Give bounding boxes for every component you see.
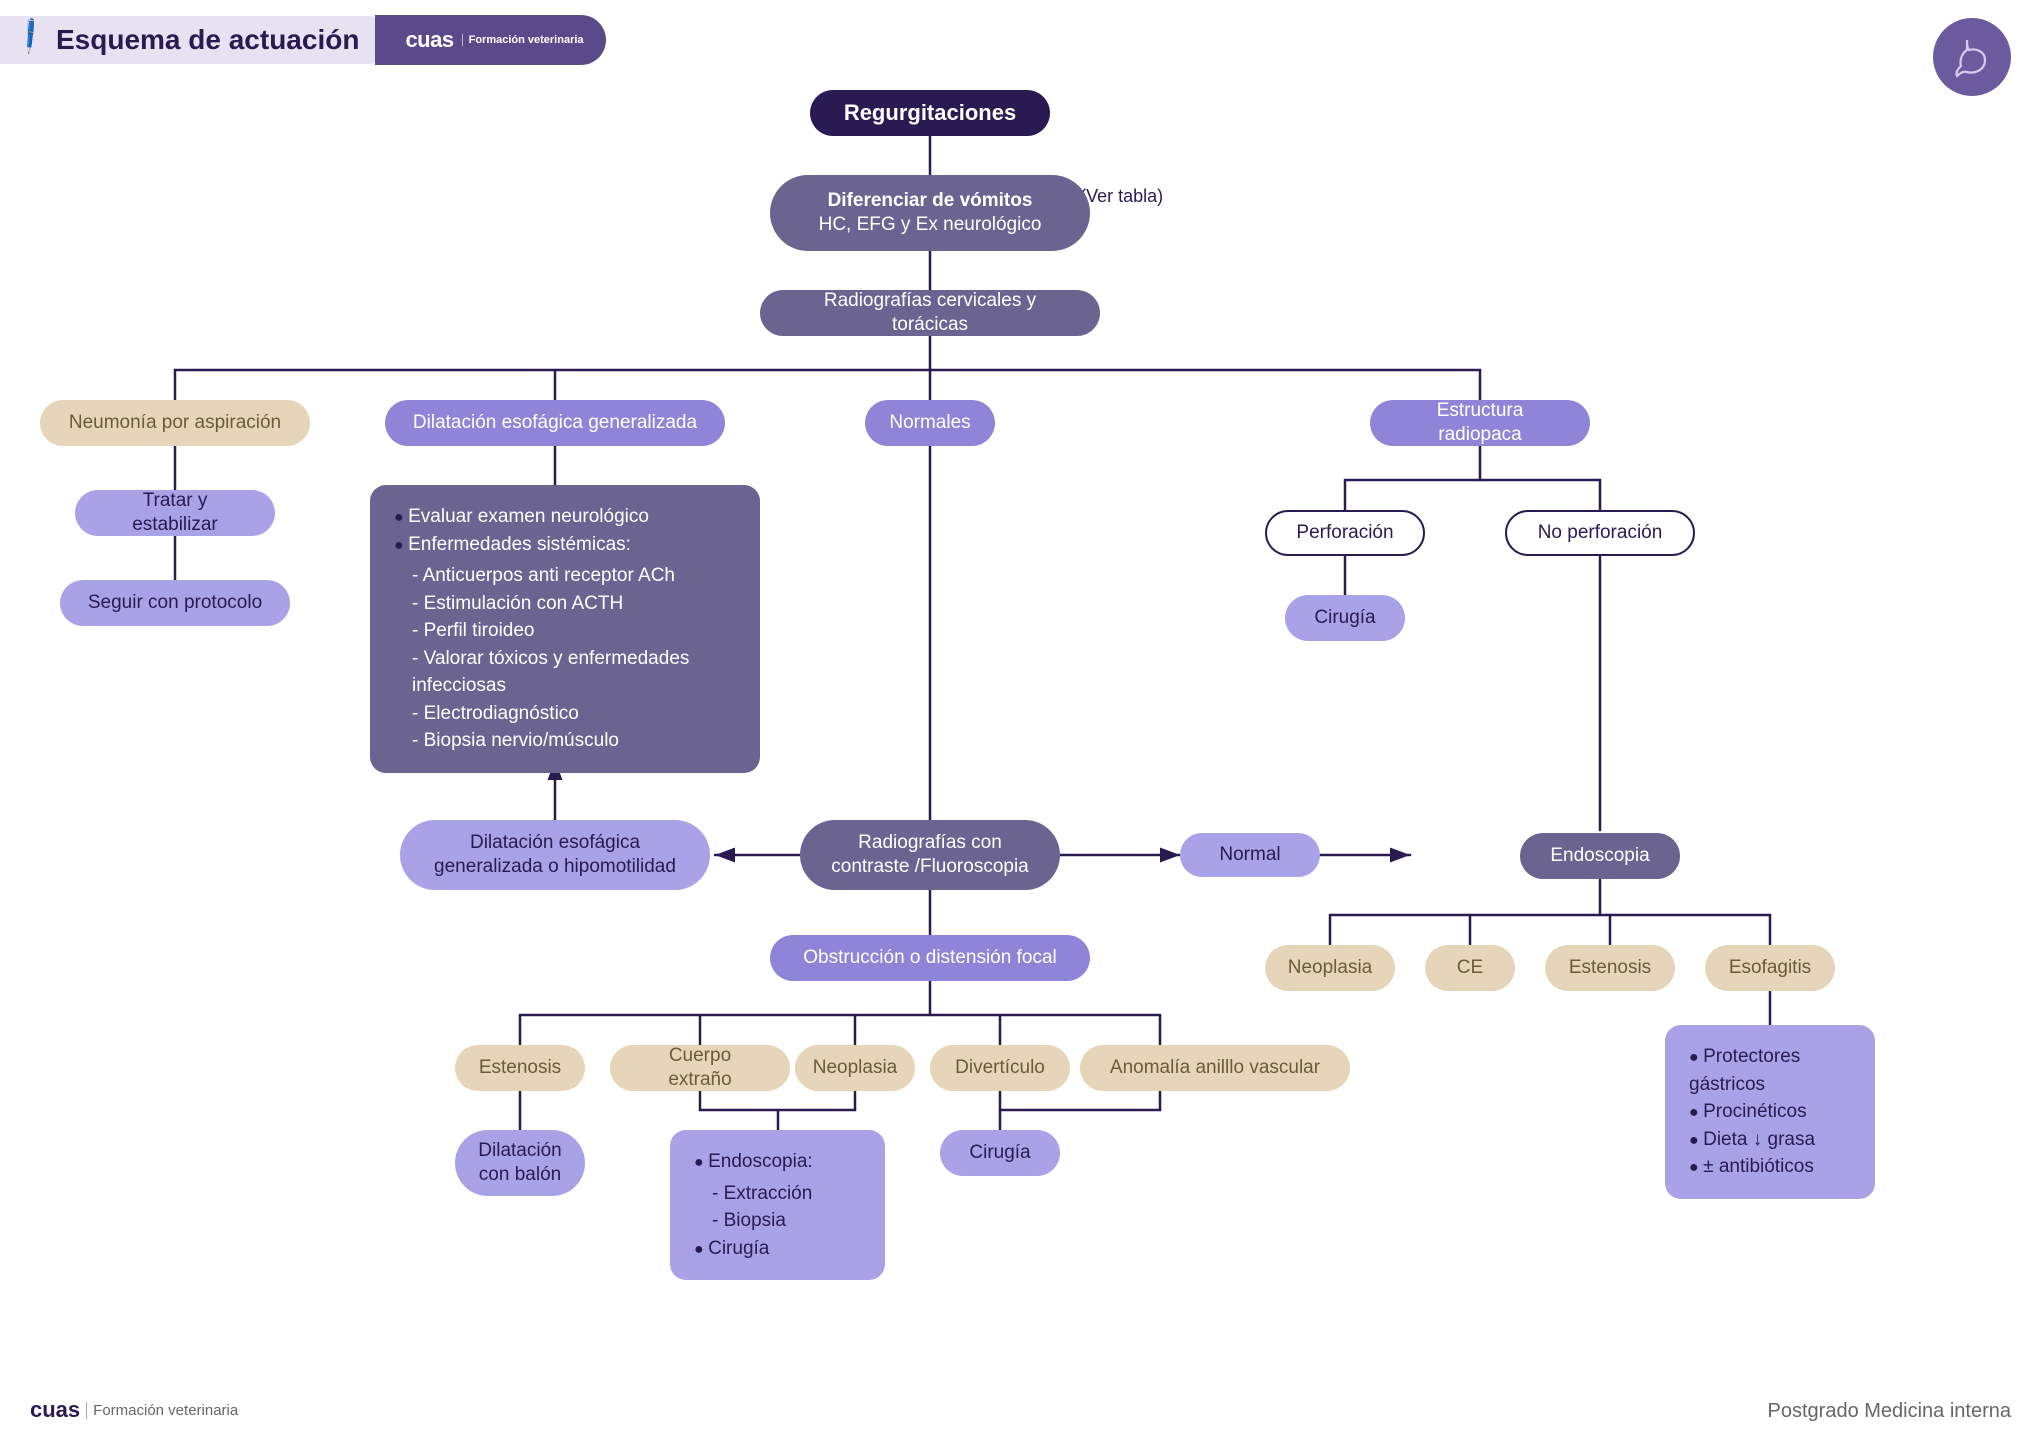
node-esofagitis: Esofagitis — [1705, 945, 1835, 991]
node-normal2: Normal — [1180, 833, 1320, 877]
node-eval-box: Evaluar examen neurológico Enfermedades … — [370, 485, 760, 773]
eval-item-1: Evaluar examen neurológico — [394, 503, 736, 531]
diff-sub: HC, EFG y Ex neurológico — [819, 213, 1042, 237]
node-ce: CE — [1425, 945, 1515, 991]
header-brand: cuas Formación veterinaria — [375, 15, 605, 65]
diff-title: Diferenciar de vómitos — [828, 189, 1033, 213]
footer-brand: cuas Formación veterinaria — [30, 1397, 238, 1423]
eval-item-2: Enfermedades sistémicas: Anticuerpos ant… — [394, 531, 736, 755]
node-dilatacion-balon: Dilatación con balón — [455, 1130, 585, 1196]
node-cirugia2: Cirugía — [1285, 595, 1405, 641]
node-dilatacion-gen: Dilatación esofágica generalizada — [385, 400, 725, 446]
node-radiografias: Radiografías cervicales y torácicas — [760, 290, 1100, 336]
header-title-text: Esquema de actuación — [56, 24, 359, 56]
node-root: Regurgitaciones — [810, 90, 1050, 136]
footer-right: Postgrado Medicina interna — [1768, 1400, 2011, 1423]
brand-sub: Formación veterinaria — [462, 34, 584, 46]
node-endoscopia-box: Endoscopia: Extracción Biopsia Cirugía — [670, 1130, 885, 1280]
node-contraste: Radiografías con contraste /Fluoroscopia — [800, 820, 1060, 890]
node-neoplasia1: Neoplasia — [795, 1045, 915, 1091]
node-esofagitis-box: Protectores gástricos Procinéticos Dieta… — [1665, 1025, 1875, 1199]
node-diferenciar: Diferenciar de vómitos HC, EFG y Ex neur… — [770, 175, 1090, 251]
node-estenosis1: Estenosis — [455, 1045, 585, 1091]
node-diverticulo: Divertículo — [930, 1045, 1070, 1091]
node-anomalia: Anomalía anilllo vascular — [1080, 1045, 1350, 1091]
brand-logo: cuas — [405, 27, 453, 53]
node-neumonia: Neumonía por aspiración — [40, 400, 310, 446]
header-badge: Esquema de actuación cuas Formación vete… — [0, 14, 606, 66]
node-endoscopia2: Endoscopia — [1520, 833, 1680, 879]
node-neoplasia2: Neoplasia — [1265, 945, 1395, 991]
node-cuerpo-extrano: Cuerpo extraño — [610, 1045, 790, 1091]
node-seguir: Seguir con protocolo — [60, 580, 290, 626]
node-estenosis2: Estenosis — [1545, 945, 1675, 991]
node-no-perforacion: No perforación — [1505, 510, 1695, 556]
stomach-icon — [1933, 18, 2011, 96]
header-title: Esquema de actuación — [0, 16, 393, 64]
node-obstruccion: Obstrucción o distensión focal — [770, 935, 1090, 981]
node-dilatacion-hipo: Dilatación esofágica generalizada o hipo… — [400, 820, 710, 890]
node-estructura: Estructura radiopaca — [1370, 400, 1590, 446]
node-cirugia1: Cirugía — [940, 1130, 1060, 1176]
node-perforacion: Perforación — [1265, 510, 1425, 556]
node-tratar: Tratar y estabilizar — [75, 490, 275, 536]
node-normales: Normales — [865, 400, 995, 446]
